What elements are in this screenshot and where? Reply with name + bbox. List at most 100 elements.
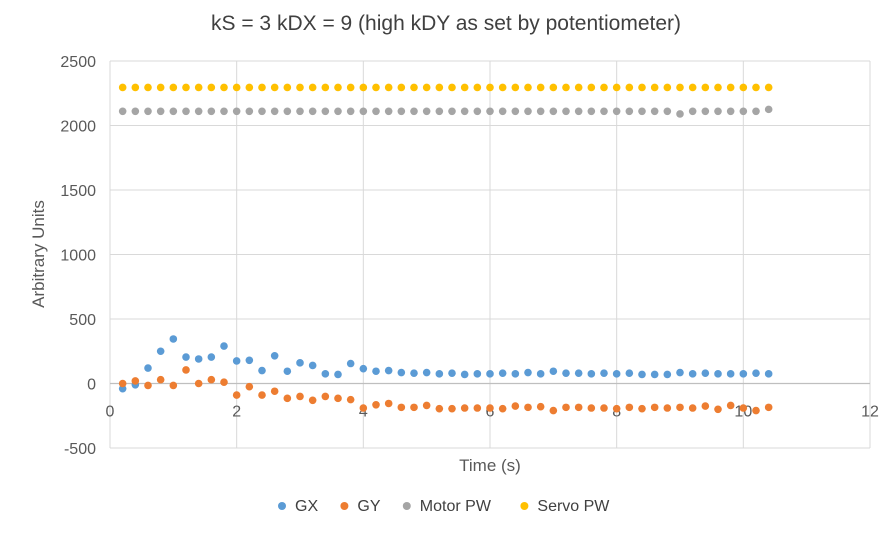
gx-point (663, 370, 672, 379)
motor-pw-point (764, 105, 773, 114)
motor-pw-point (676, 110, 684, 118)
legend-marker-servo-pw (520, 502, 529, 510)
servo-pw-point (435, 83, 444, 92)
servo-pw-point (663, 83, 672, 92)
gy-point (524, 403, 532, 412)
motor-pw-point (549, 107, 558, 116)
gx-point (498, 369, 507, 377)
motor-pw-point (739, 107, 748, 116)
servo-pw-point (460, 83, 469, 92)
gx-point (688, 370, 697, 378)
motor-pw-point (714, 107, 722, 116)
gy-point (612, 404, 621, 413)
gx-point (169, 335, 178, 343)
servo-pw-point (384, 83, 393, 92)
legend-marker-motor-pw (402, 502, 411, 510)
legend-label-motor-pw: Motor PW (420, 498, 492, 515)
gx-point (676, 368, 684, 377)
gx-point (448, 369, 456, 377)
motor-pw-point (752, 107, 760, 116)
motor-pw-point (422, 107, 431, 116)
gx-point (764, 370, 773, 378)
motor-pw-point (612, 107, 621, 116)
gx-point (752, 369, 760, 377)
servo-pw-point (156, 83, 165, 92)
motor-pw-point (232, 107, 241, 116)
servo-pw-point (283, 83, 292, 92)
motor-pw-point (220, 107, 228, 116)
motor-pw-point (638, 107, 646, 116)
gx-point (650, 370, 659, 379)
gy-point (270, 387, 279, 396)
gx-point (182, 353, 190, 361)
motor-pw-point (372, 107, 380, 116)
motor-pw-point (131, 107, 140, 116)
motor-pw-point (524, 107, 532, 116)
servo-pw-point (612, 83, 621, 92)
motor-pw-point (511, 107, 520, 116)
gy-point (448, 404, 456, 413)
gx-point (410, 369, 418, 377)
gy-point (422, 401, 431, 410)
gx-point (562, 369, 570, 377)
servo-pw-point (574, 83, 583, 92)
gy-point (638, 404, 646, 413)
motor-pw-point (258, 107, 266, 116)
motor-pw-point (156, 107, 165, 116)
motor-pw-point (359, 107, 368, 116)
servo-pw-point (422, 83, 431, 92)
motor-pw-point (207, 107, 216, 116)
servo-pw-point (726, 83, 735, 92)
servo-pw-point (739, 83, 748, 92)
gy-point (726, 401, 735, 410)
motor-pw-point (562, 107, 570, 116)
motor-pw-point (182, 107, 190, 116)
gy-point (384, 399, 393, 408)
gy-point (625, 403, 634, 412)
gy-point (207, 375, 216, 384)
gx-point (638, 370, 646, 379)
gy-point (587, 404, 596, 412)
servo-pw-point (169, 83, 178, 92)
gy-point (574, 403, 583, 412)
y-tick-label: 2500 (60, 54, 96, 71)
servo-pw-point (562, 83, 570, 92)
y-tick-label: 500 (69, 312, 96, 329)
motor-pw-point (498, 107, 507, 116)
gx-point (549, 367, 558, 376)
gx-point (384, 366, 393, 375)
y-axis-title: Arbitrary Units (29, 200, 48, 308)
y-tick-labels: -500 0 500 1000 1500 2000 2500 (60, 54, 96, 458)
motor-pw-point (245, 107, 254, 116)
gx-point (245, 356, 254, 365)
gx-point (600, 369, 608, 377)
gx-point (220, 342, 228, 350)
gx-point (574, 369, 583, 377)
gy-point (473, 404, 482, 412)
gx-point (397, 368, 406, 377)
servo-pw-point (638, 83, 646, 92)
gy-point (701, 402, 710, 410)
motor-pw-point (384, 107, 393, 116)
gy-point (562, 403, 570, 412)
servo-pw-point (688, 83, 697, 92)
servo-pw-point (296, 83, 304, 92)
gridlines (109, 60, 871, 449)
gy-point (764, 403, 773, 412)
gy-point (714, 405, 722, 414)
gx-point (156, 347, 165, 356)
x-tick-label: 0 (106, 404, 115, 421)
gx-point (422, 368, 431, 377)
servo-pw-point (600, 83, 608, 92)
gx-point (372, 367, 380, 376)
gy-point (346, 395, 355, 404)
gx-point (473, 370, 482, 378)
gy-point (144, 381, 152, 390)
motor-pw-point (321, 107, 330, 116)
gy-point (156, 375, 165, 384)
gx-point (270, 351, 279, 360)
servo-pw-point (118, 83, 127, 92)
gy-point (486, 404, 494, 412)
data-points (118, 83, 773, 415)
gy-point (511, 402, 520, 410)
